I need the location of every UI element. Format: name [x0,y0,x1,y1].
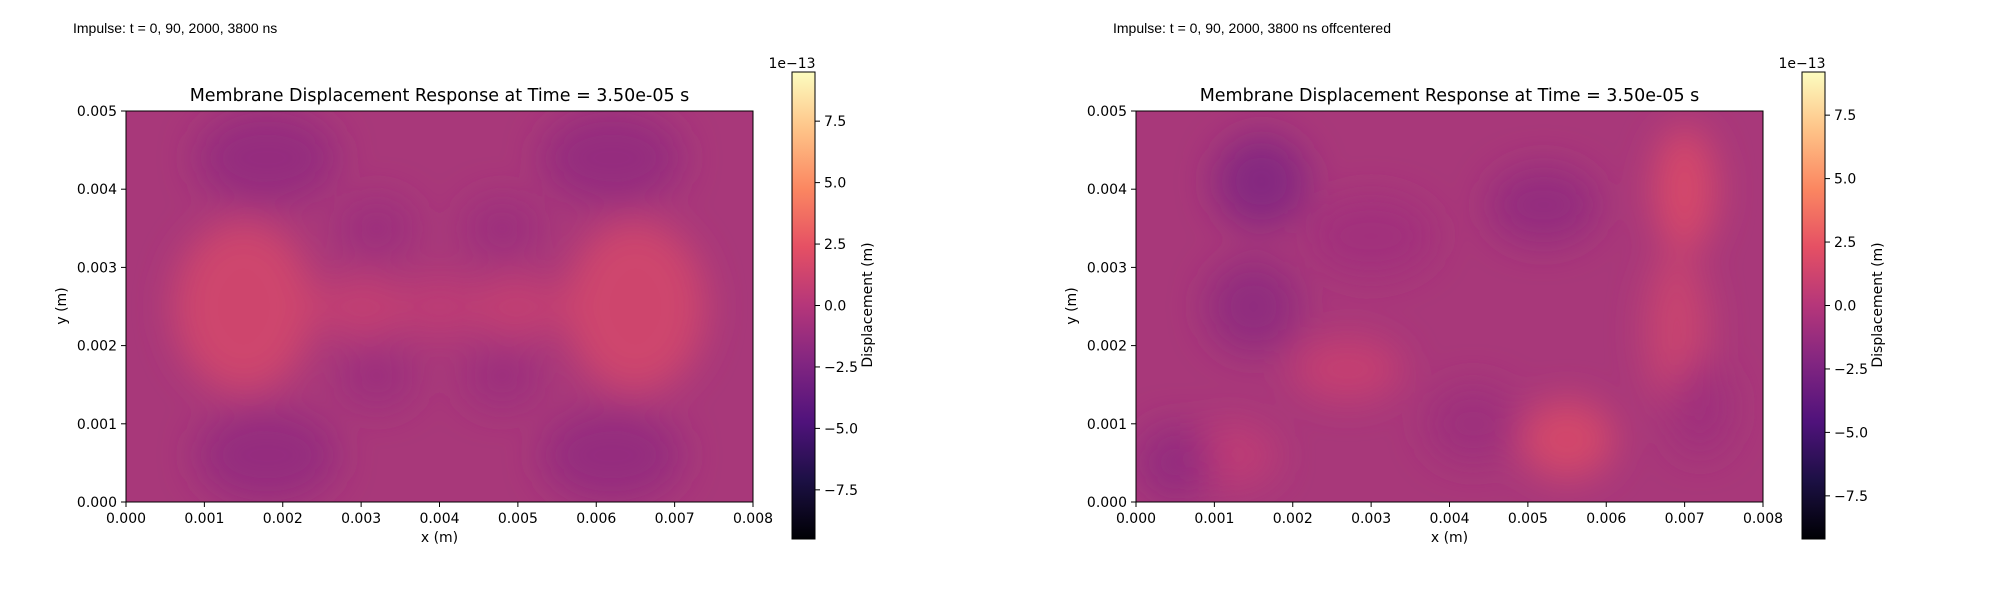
heatmap-field [173,111,706,502]
y-tick-label: 0.004 [77,182,117,198]
x-tick-label: 0.006 [1586,511,1626,527]
field-feature [541,408,683,502]
y-tick-label: 0.000 [1087,495,1127,511]
heatmap-chart-svg: Membrane Displacement Response at Time =… [54,56,876,546]
field-feature [173,220,315,393]
x-tick-label: 0.002 [1273,511,1313,527]
colorbar-gradient [791,71,816,540]
colorbar-tick-label: −5.0 [1834,425,1868,441]
field-feature [1292,337,1403,401]
y-tick-label: 0.002 [1087,339,1127,355]
chart-title: Membrane Displacement Response at Time =… [190,86,690,106]
colorbar-gradient [1801,71,1826,540]
colorbar-tick-label: −7.5 [824,483,858,499]
y-tick-label: 0.005 [77,104,117,120]
y-tick-label: 0.004 [1087,182,1127,198]
field-feature [314,275,409,338]
field-feature [1308,197,1434,276]
heatmap-area [126,111,753,502]
y-tick-label: 0.003 [1087,260,1127,276]
x-tick-label: 0.000 [106,511,146,527]
field-feature [541,111,683,205]
field-feature [1206,259,1301,354]
colorbar-label: Displacement (m) [1870,242,1886,367]
y-tick-label: 0.003 [77,260,117,276]
y-axis-label: y (m) [1064,287,1080,324]
x-tick-label: 0.002 [263,511,303,527]
colorbar-ticks: 7.5 5.0 2.5 0.0 −2.5 −5.0 −7.5 [1825,108,1868,505]
field-feature [1136,423,1215,502]
y-tick-label: 0.005 [1087,104,1127,120]
panel-caption: Impulse: t = 0, 90, 2000, 3800 ns [73,20,278,36]
field-feature [196,111,338,205]
x-tick-label: 0.005 [498,511,538,527]
colorbar-tick-label: 0.0 [1834,299,1856,315]
colorbar-tick-label: 7.5 [1834,108,1856,124]
y-tick-label: 0.000 [77,495,117,511]
chart-title: Membrane Displacement Response at Time =… [1200,86,1700,106]
field-feature [564,220,706,393]
y-tick-label: 0.001 [1087,417,1127,433]
field-feature [1214,134,1309,229]
field-feature [1520,400,1615,479]
x-tick-label: 0.007 [655,511,695,527]
colorbar-tick-label: 2.5 [824,237,846,253]
x-tick-label: 0.004 [419,511,459,527]
x-axis-label: x (m) [1431,530,1468,546]
x-tick-label: 0.005 [1508,511,1548,527]
colorbar-tick-label: −2.5 [824,360,858,376]
y-tick-label: 0.002 [77,339,117,355]
y-axis: 0.000 0.001 0.002 0.003 0.004 0.005 [1087,104,1136,511]
colorbar-tick-label: 0.0 [824,299,846,315]
field-feature [463,197,542,260]
x-axis: 0.000 0.001 0.002 0.003 0.004 0.005 0.006 0.007… [106,502,773,527]
colorbar-tick-label: 7.5 [824,114,846,130]
x-axis: 0.000 0.001 0.002 0.003 0.004 0.005 0.006 0.007… [1116,502,1783,527]
colorbar: 1e−13 7.5 5.0 2.5 0.0 −2.5 −5.0 −7.5 Displacem… [1778,56,1886,540]
field-feature [1668,361,1732,456]
field-feature [1425,384,1521,463]
field-feature [400,275,479,338]
y-axis: 0.000 0.001 0.002 0.003 0.004 0.005 [77,104,126,511]
field-feature [1653,126,1716,252]
x-tick-label: 0.007 [1665,511,1705,527]
x-tick-label: 0.006 [576,511,616,527]
colorbar-scale-label: 1e−13 [1778,56,1825,72]
y-tick-label: 0.001 [77,417,117,433]
colorbar-scale-label: 1e−13 [768,56,815,72]
colorbar-tick-label: −2.5 [1834,362,1868,378]
x-tick-label: 0.008 [1743,511,1783,527]
field-feature [337,345,416,409]
x-tick-label: 0.000 [1116,511,1156,527]
x-tick-label: 0.001 [1194,511,1234,527]
heatmap-area [1136,111,1763,502]
x-tick-label: 0.003 [1351,511,1391,527]
field-feature [1488,165,1599,244]
field-feature [463,345,542,409]
heatmap-chart-svg: Membrane Displacement Response at Time =… [1064,56,1886,546]
colorbar-ticks: 7.5 5.0 2.5 0.0 −2.5 −5.0 −7.5 [815,114,858,499]
x-tick-label: 0.004 [1429,511,1469,527]
chart-panel-right: Impulse: t = 0, 90, 2000, 3800 ns offcen… [1010,0,2000,600]
x-tick-label: 0.003 [341,511,381,527]
x-tick-label: 0.008 [733,511,773,527]
field-feature [470,275,565,338]
field-feature [196,408,338,502]
colorbar-tick-label: 5.0 [824,176,846,192]
field-feature [337,197,416,260]
colorbar-label: Displacement (m) [860,242,876,367]
x-axis-label: x (m) [421,530,458,546]
colorbar-tick-label: −7.5 [1834,489,1868,505]
panel-caption: Impulse: t = 0, 90, 2000, 3800 ns offcen… [1113,20,1391,36]
x-tick-label: 0.001 [184,511,224,527]
y-axis-label: y (m) [54,287,70,324]
colorbar-tick-label: 2.5 [1834,235,1856,251]
colorbar-tick-label: −5.0 [824,421,858,437]
colorbar-tick-label: 5.0 [1834,172,1856,188]
heatmap-field [1136,126,1732,502]
colorbar: 1e−13 7.5 5.0 2.5 0.0 −2.5 −5.0 −7.5 Displacem… [768,56,876,540]
chart-panel-left: Impulse: t = 0, 90, 2000, 3800 ns Membra… [54,20,876,546]
